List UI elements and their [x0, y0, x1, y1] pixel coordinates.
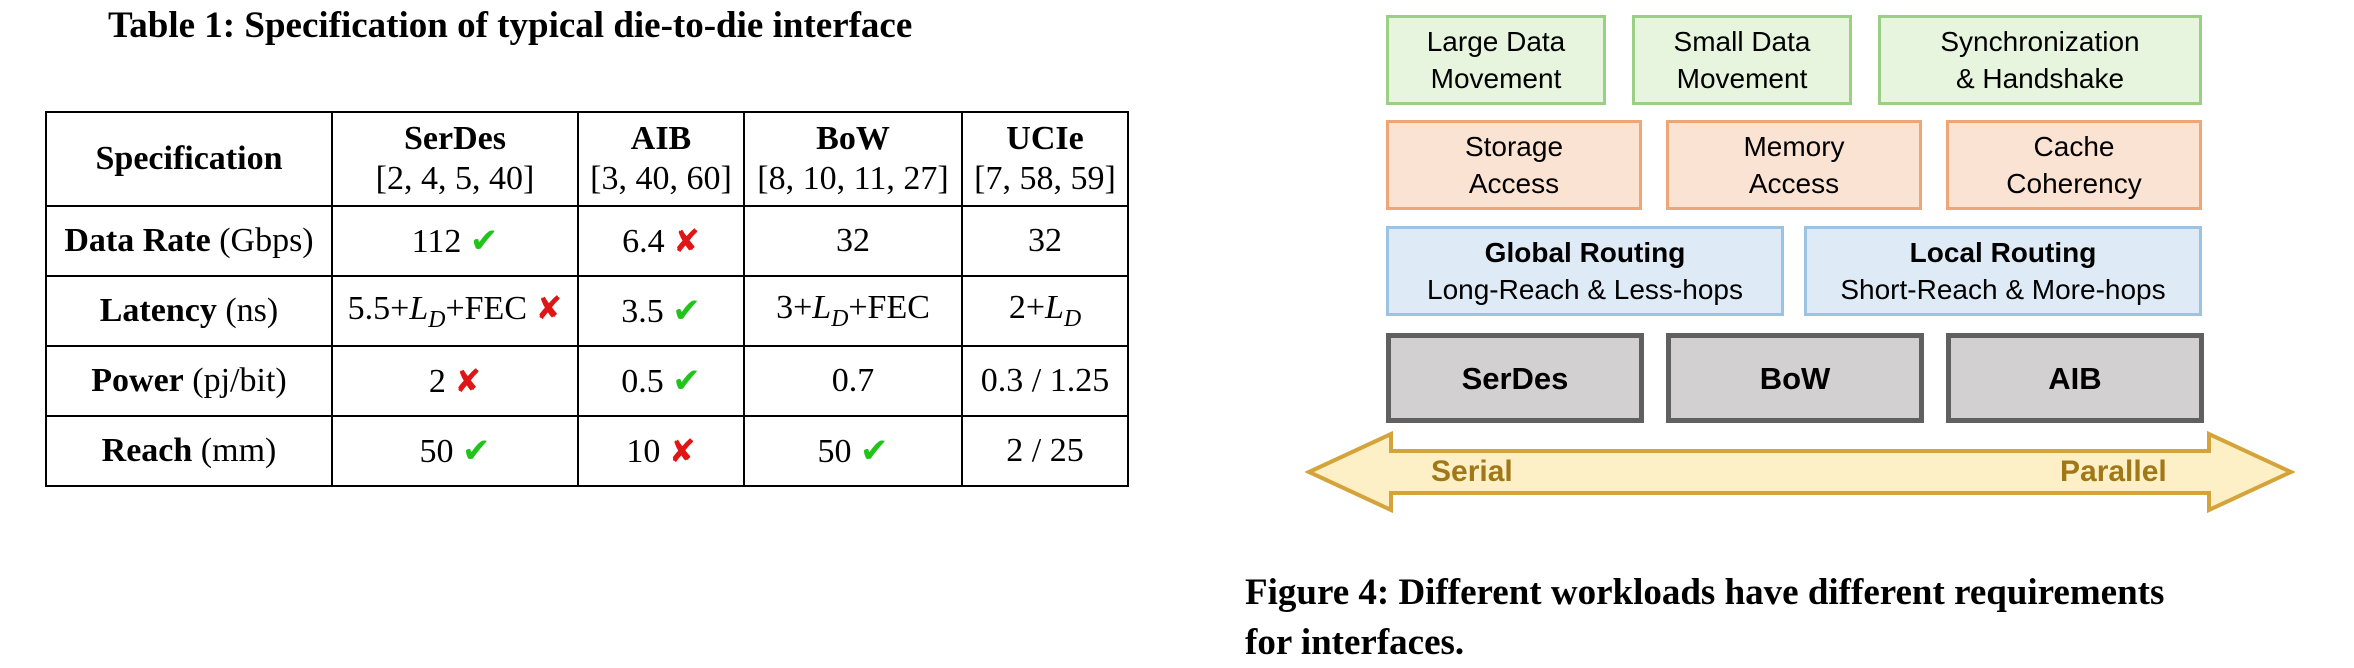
small-data-movement-box: Small Data Movement [1632, 15, 1852, 105]
check-icon: ✔ [672, 291, 701, 331]
table-cell: 0.7 [743, 345, 963, 417]
table-cell: 2 / 25 [961, 415, 1129, 487]
column-header-serdes: SerDes [2, 4, 5, 40] [331, 111, 579, 207]
column-header-ucie: UCIe [7, 58, 59] [961, 111, 1129, 207]
figure-caption: Figure 4: Different workloads have diffe… [1245, 568, 2164, 668]
table-row: Latency (ns) 5.5+LD+FEC ✘ 3.5 ✔ 3+LD+FEC… [45, 275, 1129, 347]
check-icon: ✔ [462, 431, 491, 471]
cache-coherency-box: Cache Coherency [1946, 120, 2202, 210]
local-routing-box: Local Routing Short-Reach & More-hops [1804, 226, 2202, 316]
table-row: Power (pj/bit) 2 ✘ 0.5 ✔ 0.7 0.3 / 1.25 [45, 345, 1129, 417]
column-header-bow: BoW [8, 10, 11, 27] [743, 111, 963, 207]
figure-caption-line2: for interfaces. [1245, 622, 1465, 663]
table-cell: 5.5+LD+FEC ✘ [331, 275, 579, 347]
table-row: Reach (mm) 50 ✔ 10 ✘ 50 ✔ 2 / 25 [45, 415, 1129, 487]
parallel-label: Parallel [2060, 455, 2167, 488]
table-cell: 10 ✘ [577, 415, 745, 487]
global-routing-box: Global Routing Long-Reach & Less-hops [1386, 226, 1784, 316]
table-cell: 3.5 ✔ [577, 275, 745, 347]
spec-header: Specification [45, 111, 333, 207]
spec-table: Specification SerDes [2, 4, 5, 40] AIB [3,… [45, 111, 1129, 487]
cross-icon: ✘ [668, 431, 696, 470]
check-icon: ✔ [672, 361, 701, 401]
table-cell: 2 ✘ [331, 345, 579, 417]
table-cell: 3+LD+FEC [743, 275, 963, 347]
cross-icon: ✘ [454, 361, 482, 400]
row-label: Latency (ns) [45, 275, 333, 347]
table-cell: 32 [961, 205, 1129, 277]
serial-parallel-arrow [1305, 430, 2295, 514]
table-cell: 50 ✔ [743, 415, 963, 487]
table-cell: 6.4 ✘ [577, 205, 745, 277]
table-cell: 0.5 ✔ [577, 345, 745, 417]
table-cell: 112 ✔ [331, 205, 579, 277]
bow-box: BoW [1666, 333, 1924, 423]
aib-box: AIB [1946, 333, 2204, 423]
table-cell: 0.3 / 1.25 [961, 345, 1129, 417]
table-row: Data Rate (Gbps) 112 ✔ 6.4 ✘ 32 32 [45, 205, 1129, 277]
row-label: Power (pj/bit) [45, 345, 333, 417]
row-label: Data Rate (Gbps) [45, 205, 333, 277]
check-icon: ✔ [469, 221, 499, 261]
cross-icon: ✘ [673, 221, 700, 260]
cross-icon: ✘ [535, 288, 563, 327]
figure-caption-line1: Figure 4: Different workloads have diffe… [1245, 572, 2165, 613]
column-header-aib: AIB [3, 40, 60] [577, 111, 745, 207]
row-label: Reach (mm) [45, 415, 333, 487]
serdes-box: SerDes [1386, 333, 1644, 423]
table-header-row: Specification SerDes [2, 4, 5, 40] AIB [3,… [45, 111, 1129, 207]
table-cell: 50 ✔ [331, 415, 579, 487]
table-cell: 32 [743, 205, 963, 277]
large-data-movement-box: Large Data Movement [1386, 15, 1606, 105]
storage-access-box: Storage Access [1386, 120, 1642, 210]
table-title: Table 1: Specification of typical die-to… [108, 5, 913, 46]
table-cell: 2+LD [961, 275, 1129, 347]
check-icon: ✔ [860, 431, 889, 471]
arrow-shape [1305, 430, 2295, 514]
memory-access-box: Memory Access [1666, 120, 1922, 210]
synchronization-handshake-box: Synchronization & Handshake [1878, 15, 2202, 105]
serial-label: Serial [1431, 455, 1513, 488]
